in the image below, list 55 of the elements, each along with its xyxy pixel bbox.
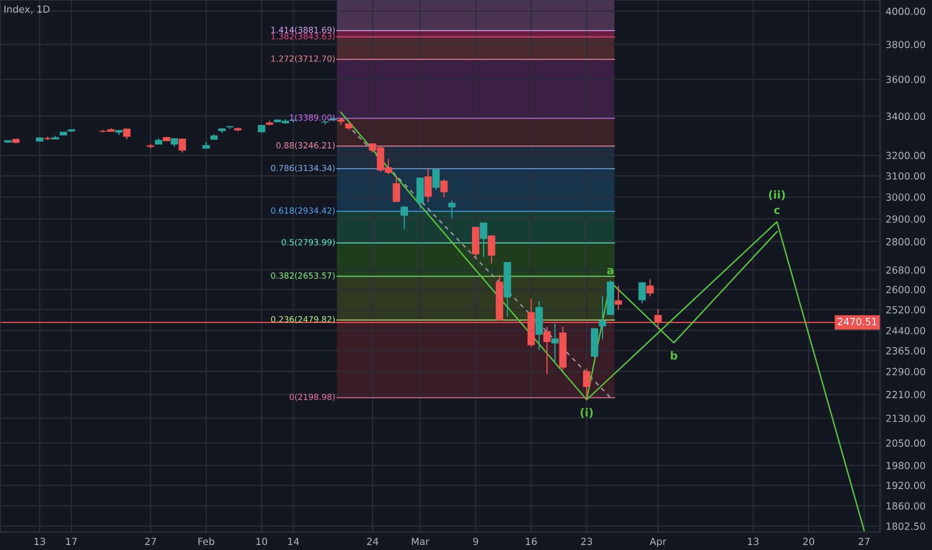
band-label: 0.618(2934.42) <box>271 207 335 215</box>
band-label: 0.88(3246.21) <box>276 142 335 150</box>
x-tick-label: 13 <box>748 538 759 546</box>
annotation: b <box>670 351 678 360</box>
band-label: 1.382(3843.63) <box>271 32 335 40</box>
x-tick-label: 20 <box>803 538 814 546</box>
y-tick-label: 2900.00 <box>886 215 926 223</box>
annotation: (ii) <box>769 190 785 200</box>
y-tick-label: 2050.00 <box>886 439 926 447</box>
y-tick-label: 2365.00 <box>886 347 926 354</box>
y-tick-label: 2520.00 <box>886 306 926 314</box>
y-tick-label: 3100.00 <box>886 172 926 180</box>
y-tick-label: 3800.00 <box>886 40 926 48</box>
band-label: 1.414(3881.69) <box>271 26 335 34</box>
ref-line-label: 2470.51 <box>838 318 876 326</box>
y-tick-label: 1802.50 <box>886 522 926 530</box>
x-tick-label: 9 <box>473 538 478 546</box>
band-label: 0.786(3134.34) <box>271 164 335 172</box>
x-tick-label: 23 <box>581 538 592 546</box>
y-tick-label: 2800.00 <box>886 238 926 246</box>
annotation: (i) <box>580 408 593 418</box>
x-tick-label: 17 <box>66 538 77 545</box>
x-tick-label: Mar <box>412 538 430 546</box>
x-tick-label: 14 <box>288 538 299 545</box>
x-tick-label: 13 <box>34 538 46 546</box>
x-tick-label: Apr <box>650 538 666 547</box>
x-tick-label: 10 <box>256 538 268 546</box>
annotation: c <box>774 208 780 214</box>
band-label: 1.272(3712.70) <box>271 55 335 63</box>
y-tick-label: 2130.00 <box>886 414 926 422</box>
y-tick-label: 2290.00 <box>886 368 926 376</box>
y-tick-label: 1920.00 <box>886 482 926 490</box>
y-tick-label: 3000.00 <box>886 193 926 201</box>
x-tick-label: 24 <box>367 538 378 545</box>
band-label: 0.5(2793.99) <box>282 238 335 246</box>
y-tick-label: 4000.00 <box>886 8 926 16</box>
y-tick-label: 3400.00 <box>886 112 926 120</box>
x-tick-label: Feb <box>198 538 214 546</box>
band-label: 1(3389.00) <box>290 114 335 122</box>
y-tick-label: 2210.00 <box>886 390 926 398</box>
x-tick-label: 16 <box>526 538 537 546</box>
band-label: 0.236(2479.82) <box>271 316 335 324</box>
y-tick-label: 1980.00 <box>886 462 926 470</box>
y-tick-label: 2680.00 <box>886 266 926 274</box>
y-tick-label: 2440.00 <box>886 326 926 334</box>
y-tick-label: 3200.00 <box>886 152 926 160</box>
chart-title: Index, 1D <box>4 5 50 14</box>
x-tick-label: 27 <box>858 538 870 545</box>
y-tick-label: 3600.00 <box>886 76 926 84</box>
y-tick-label: 2600.00 <box>886 286 926 294</box>
band-label: 0(2198.98) <box>290 394 335 402</box>
band-label: 0.382(2653.57) <box>271 272 335 280</box>
y-tick-label: 1860.00 <box>886 502 926 510</box>
annotation: a <box>607 268 614 274</box>
x-tick-label: 27 <box>145 538 156 545</box>
